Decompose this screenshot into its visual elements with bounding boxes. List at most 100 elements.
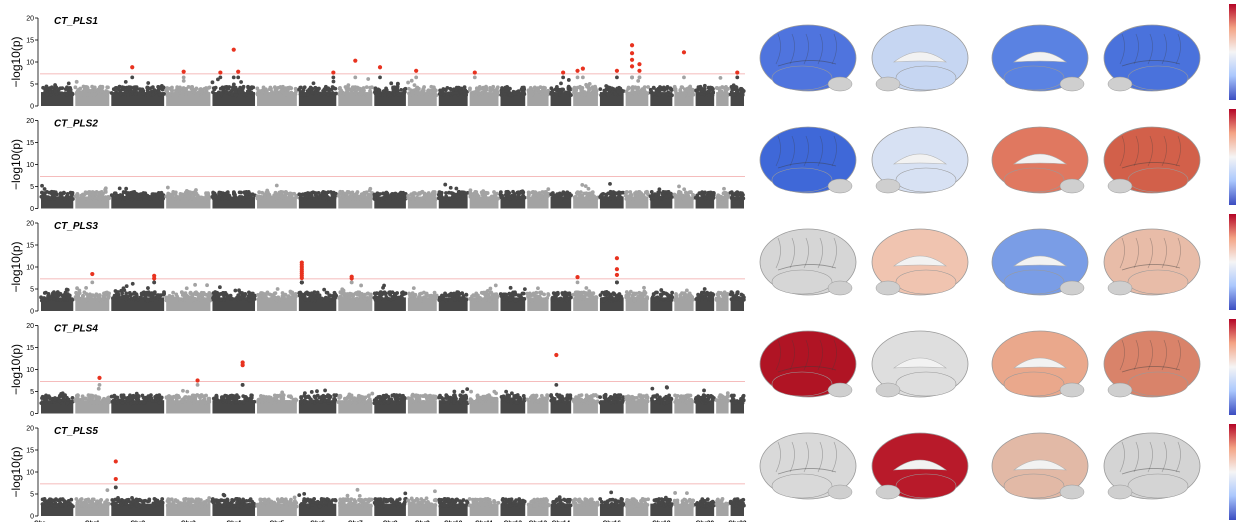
snp-point xyxy=(391,195,396,200)
snp-point xyxy=(193,282,197,287)
significant-snp xyxy=(580,66,585,71)
snp-point xyxy=(170,85,174,90)
snp-point xyxy=(98,504,102,509)
significant-snp xyxy=(130,65,135,70)
significant-snp xyxy=(575,68,580,73)
snp-point xyxy=(587,81,592,86)
chromosome-points xyxy=(336,391,375,414)
snp-point xyxy=(681,91,686,96)
snp-point xyxy=(530,91,535,96)
snp-point xyxy=(147,90,152,95)
snp-point xyxy=(598,87,603,92)
snp-point xyxy=(702,83,707,88)
snp-point xyxy=(549,92,554,96)
snp-point xyxy=(720,400,724,404)
y-tick-label: 0 xyxy=(30,411,34,418)
snp-point xyxy=(510,391,514,396)
snp-point xyxy=(194,86,199,91)
snp-point xyxy=(412,83,417,88)
chromosome-points xyxy=(109,391,165,414)
snp-point xyxy=(57,394,62,399)
snp-point xyxy=(666,189,671,194)
y-axis-label: −log10(p) xyxy=(9,139,23,190)
snp-point xyxy=(116,398,120,403)
significant-snp xyxy=(181,69,186,74)
snp-point xyxy=(673,88,678,92)
snp-point xyxy=(181,75,186,80)
chromosome-points xyxy=(255,84,298,106)
snp-point xyxy=(160,193,165,198)
snp-point xyxy=(286,394,291,399)
snp-point xyxy=(730,401,735,405)
snp-point xyxy=(165,89,170,94)
snp-point xyxy=(300,292,305,297)
snp-point xyxy=(490,291,494,296)
snp-point xyxy=(546,187,551,192)
snp-point xyxy=(157,393,162,398)
snp-point xyxy=(62,196,67,201)
significant-snp xyxy=(195,378,200,383)
snp-point xyxy=(323,394,328,399)
snp-point xyxy=(383,197,388,201)
snp-point xyxy=(685,400,690,405)
snp-point xyxy=(498,190,503,195)
snp-point xyxy=(289,290,293,295)
snp-point xyxy=(488,196,493,201)
chromosome-points xyxy=(714,391,731,414)
chromosome-points xyxy=(650,385,674,414)
snp-point xyxy=(331,79,336,84)
snp-point xyxy=(198,395,202,400)
snp-point xyxy=(337,393,342,398)
snp-point xyxy=(61,395,66,400)
snp-point xyxy=(515,393,520,397)
snp-point xyxy=(344,191,349,196)
snp-point xyxy=(236,75,241,80)
snp-point xyxy=(242,400,246,405)
snp-point xyxy=(580,75,585,80)
snp-point xyxy=(602,195,607,200)
significant-snp xyxy=(614,256,620,261)
snp-point xyxy=(231,75,236,80)
snp-point xyxy=(309,291,314,296)
snp-point xyxy=(388,290,393,295)
snp-point xyxy=(383,93,387,98)
snp-point xyxy=(190,196,195,201)
snp-point xyxy=(234,393,239,398)
snp-point xyxy=(591,291,596,296)
snp-point xyxy=(109,91,114,95)
snp-point xyxy=(204,195,209,200)
chromosome-points xyxy=(672,288,696,311)
snp-point xyxy=(204,393,208,398)
snp-point xyxy=(706,393,710,398)
snp-point xyxy=(141,291,145,295)
snp-point xyxy=(569,93,573,97)
snp-point xyxy=(682,187,687,192)
snp-point xyxy=(392,85,397,90)
snp-point xyxy=(531,291,536,296)
snp-point xyxy=(426,88,431,93)
snp-point xyxy=(198,87,203,91)
snp-point xyxy=(289,90,294,95)
snp-point xyxy=(123,79,128,84)
snp-point xyxy=(150,298,155,302)
snp-point xyxy=(279,194,284,199)
chromosome-points xyxy=(525,187,551,209)
snp-point xyxy=(338,91,343,96)
snp-point xyxy=(181,388,185,393)
snp-point xyxy=(537,89,541,94)
snp-point xyxy=(330,91,335,95)
snp-point xyxy=(101,297,106,301)
snp-point xyxy=(241,86,245,91)
snp-point xyxy=(714,85,719,90)
chromosome-points xyxy=(498,285,527,311)
snp-point xyxy=(640,298,645,303)
snp-point xyxy=(269,86,273,91)
snp-point xyxy=(397,194,402,199)
snp-point xyxy=(693,195,698,200)
snp-point xyxy=(406,80,410,85)
snp-point xyxy=(363,395,368,400)
snp-point xyxy=(199,290,204,295)
snp-point xyxy=(356,194,361,199)
chromosome-points xyxy=(550,290,573,311)
snp-point xyxy=(78,86,83,91)
